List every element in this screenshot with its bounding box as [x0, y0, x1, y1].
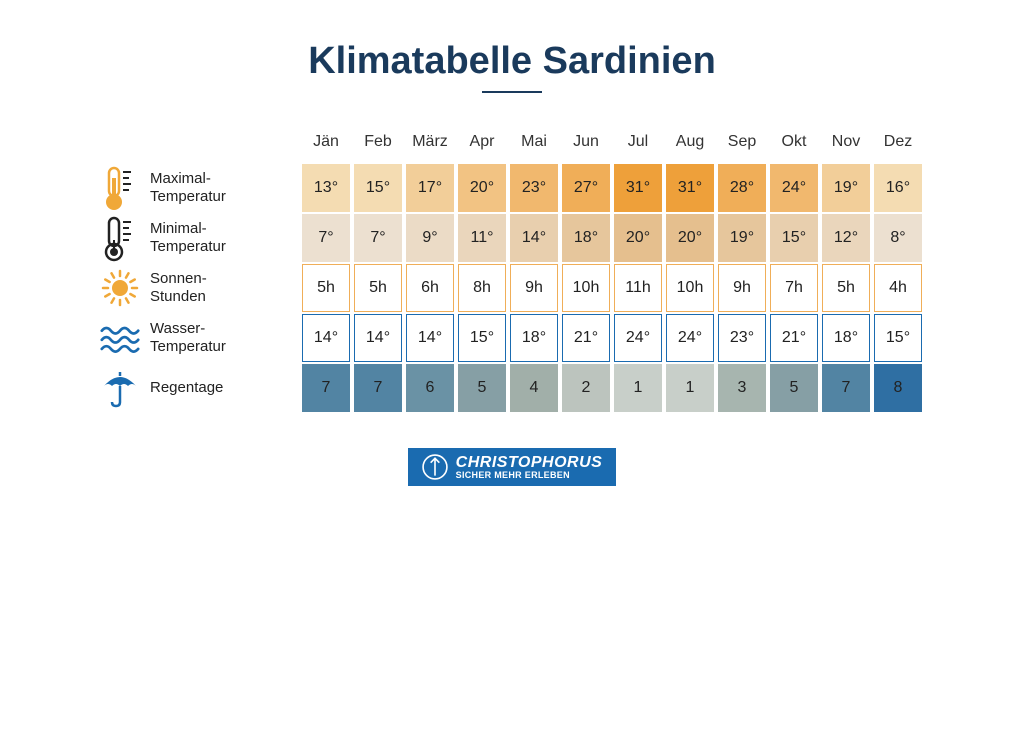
- cell: 11°: [458, 214, 506, 262]
- cell: 9°: [406, 214, 454, 262]
- cell: 28°: [718, 164, 766, 212]
- data-row-max_temp: Maximal-Temperatur13°15°17°20°23°27°31°3…: [100, 163, 924, 213]
- row-label: Minimal-Temperatur: [150, 220, 226, 256]
- cell: 3: [718, 364, 766, 412]
- cell: 15°: [770, 214, 818, 262]
- cell: 31°: [666, 164, 714, 212]
- row-label: Wasser-Temperatur: [150, 320, 226, 356]
- sun-icon: [100, 263, 140, 313]
- cell: 16°: [874, 164, 922, 212]
- title-underline: [482, 91, 542, 93]
- brand-logo: CHRISTOPHORUS SICHER MEHR ERLEBEN: [408, 448, 617, 486]
- cell: 7: [302, 364, 350, 412]
- cell: 15°: [458, 314, 506, 362]
- month-header: Sep: [718, 133, 766, 151]
- cell: 18°: [822, 314, 870, 362]
- month-header: März: [406, 133, 454, 151]
- waves-icon: [100, 313, 140, 363]
- month-header: Feb: [354, 133, 402, 151]
- cell: 27°: [562, 164, 610, 212]
- cell: 8°: [874, 214, 922, 262]
- cell: 7: [354, 364, 402, 412]
- cell: 19°: [822, 164, 870, 212]
- data-row-min_temp: Minimal-Temperatur7°7°9°11°14°18°20°20°1…: [100, 213, 924, 263]
- cell: 7h: [770, 264, 818, 312]
- month-header: Jän: [302, 133, 350, 151]
- cell: 5h: [822, 264, 870, 312]
- cell: 18°: [510, 314, 558, 362]
- cell: 23°: [510, 164, 558, 212]
- cell: 24°: [770, 164, 818, 212]
- cell: 23°: [718, 314, 766, 362]
- cell: 20°: [666, 214, 714, 262]
- cell: 8h: [458, 264, 506, 312]
- month-header: Okt: [770, 133, 818, 151]
- month-header: Jul: [614, 133, 662, 151]
- cell: 2: [562, 364, 610, 412]
- row-label: Regentage: [150, 379, 223, 397]
- cell: 8: [874, 364, 922, 412]
- cell: 21°: [770, 314, 818, 362]
- data-row-water_temp: Wasser-Temperatur14°14°14°15°18°21°24°24…: [100, 313, 924, 363]
- cell: 24°: [614, 314, 662, 362]
- cell: 24°: [666, 314, 714, 362]
- cell: 1: [666, 364, 714, 412]
- cell: 20°: [614, 214, 662, 262]
- cell: 11h: [614, 264, 662, 312]
- cell: 21°: [562, 314, 610, 362]
- cell: 14°: [302, 314, 350, 362]
- cell: 1: [614, 364, 662, 412]
- month-header: Nov: [822, 133, 870, 151]
- row-label: Maximal-Temperatur: [150, 170, 226, 206]
- month-header: Mai: [510, 133, 558, 151]
- cell: 7°: [354, 214, 402, 262]
- cell: 5h: [354, 264, 402, 312]
- page-title: Klimatabelle Sardinien: [308, 40, 716, 83]
- thermometer-hot-icon: [100, 163, 140, 213]
- cell: 6h: [406, 264, 454, 312]
- brand-name: CHRISTOPHORUS: [456, 455, 603, 471]
- cell: 4: [510, 364, 558, 412]
- row-label: Sonnen-Stunden: [150, 270, 207, 306]
- cell: 20°: [458, 164, 506, 212]
- cell: 6: [406, 364, 454, 412]
- cell: 5: [458, 364, 506, 412]
- cell: 9h: [510, 264, 558, 312]
- cell: 17°: [406, 164, 454, 212]
- brand-tagline: SICHER MEHR ERLEBEN: [456, 471, 603, 480]
- cell: 15°: [874, 314, 922, 362]
- cell: 5: [770, 364, 818, 412]
- cell: 14°: [510, 214, 558, 262]
- climate-table: JänFebMärzAprMaiJunJulAugSepOktNovDez Ma…: [100, 133, 924, 413]
- data-row-rain_days: Regentage776542113578: [100, 363, 924, 413]
- cell: 12°: [822, 214, 870, 262]
- data-row-sun_hours: Sonnen-Stunden5h5h6h8h9h10h11h10h9h7h5h4…: [100, 263, 924, 313]
- month-header: Jun: [562, 133, 610, 151]
- months-header-row: JänFebMärzAprMaiJunJulAugSepOktNovDez: [100, 133, 924, 151]
- thermometer-cold-icon: [100, 213, 140, 263]
- cell: 7: [822, 364, 870, 412]
- cell: 15°: [354, 164, 402, 212]
- cell: 4h: [874, 264, 922, 312]
- cell: 7°: [302, 214, 350, 262]
- cell: 19°: [718, 214, 766, 262]
- cell: 10h: [666, 264, 714, 312]
- month-header: Apr: [458, 133, 506, 151]
- cell: 5h: [302, 264, 350, 312]
- umbrella-icon: [100, 363, 140, 413]
- cell: 14°: [406, 314, 454, 362]
- cell: 13°: [302, 164, 350, 212]
- month-header: Aug: [666, 133, 714, 151]
- cell: 14°: [354, 314, 402, 362]
- cell: 18°: [562, 214, 610, 262]
- cell: 9h: [718, 264, 766, 312]
- cell: 31°: [614, 164, 662, 212]
- brand-mark-icon: [422, 454, 448, 480]
- month-header: Dez: [874, 133, 922, 151]
- cell: 10h: [562, 264, 610, 312]
